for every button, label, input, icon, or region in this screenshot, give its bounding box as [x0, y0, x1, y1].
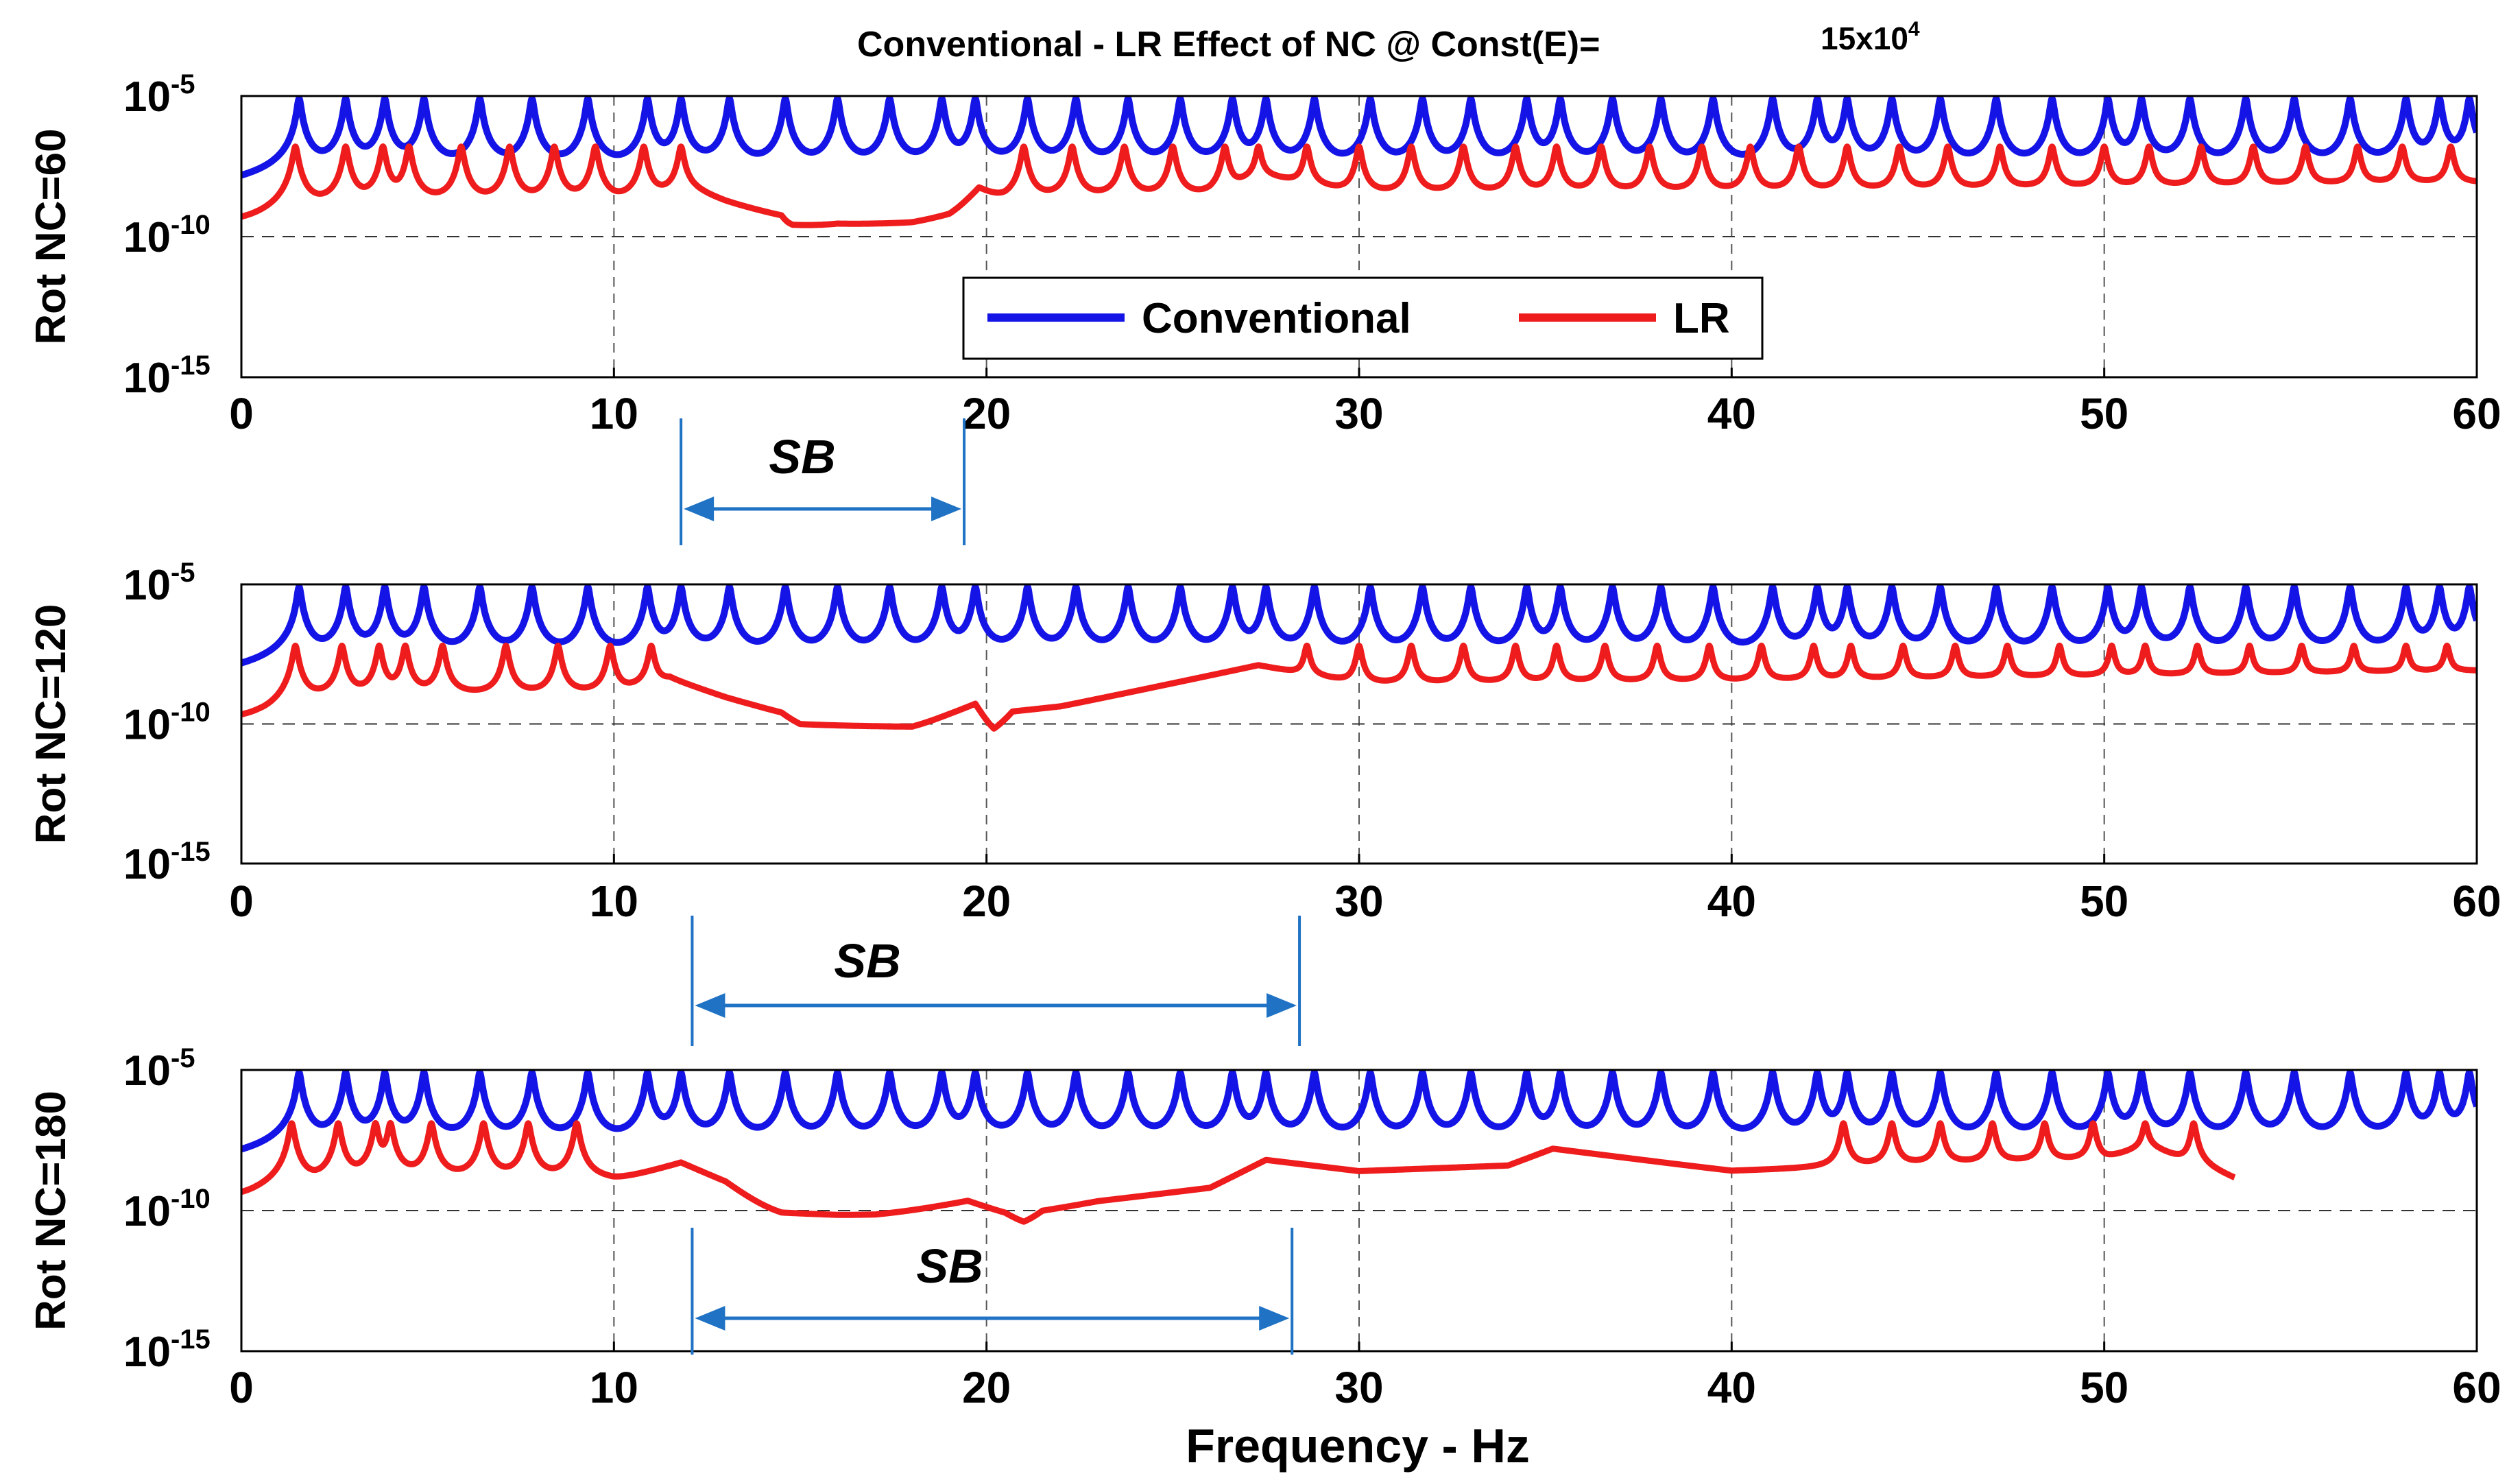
- stop-band-label: SB: [834, 934, 900, 988]
- subplot-1: 0 10 20 30 40 50 60 10-5 10-10 10-15 Rot NC=60 Conv…: [27, 69, 2501, 438]
- stop-band-arrowhead-left: [695, 1306, 725, 1331]
- x-tick-label: 60: [2452, 877, 2501, 926]
- x-tick-label: 30: [1334, 389, 1383, 438]
- x-tick-label: 40: [1707, 877, 1756, 926]
- series-line-lr: [241, 642, 2477, 732]
- x-tick-label: 10: [590, 1363, 638, 1412]
- stop-band-annotation-1: SB: [680, 418, 966, 545]
- stop-band-arrowhead-left: [695, 993, 725, 1018]
- y-tick-label: 10-5: [123, 558, 195, 609]
- x-tick-label: 30: [1334, 877, 1383, 926]
- y-axis-label: Rot NC=60: [27, 128, 75, 344]
- subplots: 0 10 20 30 40 50 60 10-5 10-10 10-15 Rot NC=60 Conv…: [27, 69, 2501, 1412]
- x-tick-label: 50: [2080, 1363, 2128, 1412]
- stop-band-arrowhead-right: [1267, 993, 1297, 1018]
- x-tick-label: 10: [590, 877, 638, 926]
- y-tick-label: 10-15: [123, 1324, 211, 1376]
- series-line-conventional: [241, 584, 2477, 667]
- stop-band-annotation-2: SB: [691, 916, 1301, 1046]
- x-axis-label: Frequency - Hz: [1186, 1419, 1530, 1473]
- stop-band-annotation-3: SB: [691, 1228, 1294, 1355]
- y-tick-label: 10-5: [123, 1043, 195, 1095]
- x-tick-label: 0: [229, 1363, 254, 1412]
- series-line-conventional: [241, 1070, 2477, 1153]
- y-tick-label: 10-5: [123, 69, 195, 121]
- x-tick-label: 40: [1707, 389, 1756, 438]
- y-axis-label: Rot NC=120: [27, 604, 75, 844]
- x-tick-label: 0: [229, 389, 254, 438]
- y-tick-label: 10-10: [123, 210, 211, 261]
- stop-band-arrowhead-right: [931, 497, 962, 521]
- chart-title: Conventional - LR Effect of NC @ Const(E…: [857, 25, 1600, 64]
- series-line-conventional: [241, 96, 2477, 179]
- stop-band-arrowhead-left: [684, 497, 715, 521]
- chart-title-value: 15x104: [1821, 18, 1920, 56]
- x-tick-label: 20: [962, 1363, 1011, 1412]
- y-tick-label: 10-15: [123, 837, 211, 888]
- legend-label-lr: LR: [1673, 295, 1730, 342]
- x-tick-label: 10: [590, 389, 638, 438]
- x-tick-label: 40: [1707, 1363, 1756, 1412]
- x-tick-label: 20: [962, 877, 1011, 926]
- x-tick-label: 30: [1334, 1363, 1383, 1412]
- y-tick-label: 10-15: [123, 350, 211, 402]
- y-axis-label: Rot NC=180: [27, 1091, 75, 1331]
- x-tick-label: 20: [962, 389, 1011, 438]
- subplot-3: 0 10 20 30 40 50 60 10-5 10-10 10-15 Rot NC=180: [27, 1043, 2501, 1412]
- x-tick-label: 50: [2080, 389, 2128, 438]
- stop-band-label: SB: [769, 430, 835, 484]
- x-tick-label: 60: [2452, 389, 2501, 438]
- legend-label-conventional: Conventional: [1142, 295, 1411, 342]
- subplot-2: 0 10 20 30 40 50 60 10-5 10-10 10-15 Rot NC=120: [27, 558, 2501, 926]
- y-tick-label: 10-10: [123, 698, 211, 749]
- legend: Conventional LR: [962, 276, 1764, 360]
- x-tick-label: 50: [2080, 877, 2128, 926]
- y-tick-label: 10-10: [123, 1184, 211, 1235]
- stop-band-arrowhead-right: [1259, 1306, 1290, 1331]
- x-tick-label: 60: [2452, 1363, 2501, 1412]
- series-line-lr: [241, 143, 2477, 228]
- stop-band-label: SB: [916, 1239, 983, 1293]
- series-line-lr: [241, 1119, 2237, 1225]
- x-tick-label: 0: [229, 877, 254, 926]
